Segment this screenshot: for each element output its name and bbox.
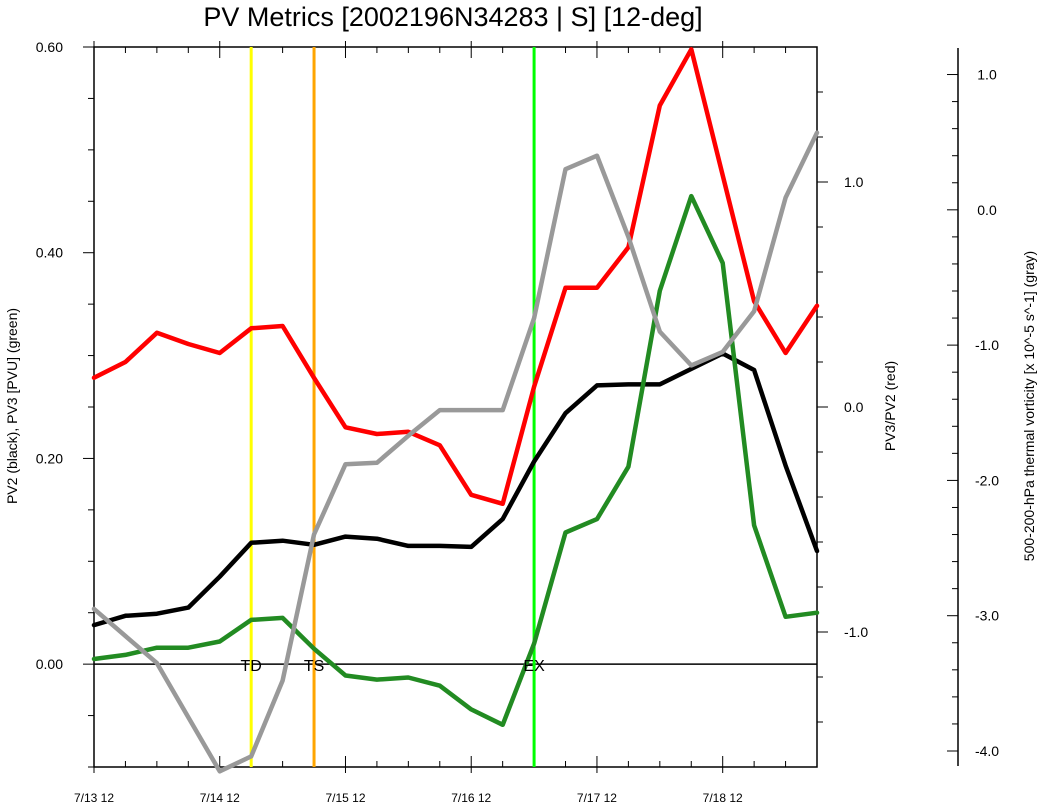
x-tick-label: 7/18 12	[703, 791, 743, 805]
pv3-pv2-ratio-line	[91, 47, 820, 507]
event-label-ex: EX	[523, 658, 545, 675]
left-tick-label: 0.00	[36, 656, 63, 672]
right1-tick-label: -1.0	[844, 624, 868, 640]
chart-title: PV Metrics [2002196N34283 | S] [12-deg]	[203, 2, 702, 32]
left-axis-label: PV2 (black), PV3 [PVU] (green)	[4, 308, 20, 504]
plot-area: 7/13 12 7/14 12 7/15 12 7/16 12 7/17 12 7/18 …	[36, 39, 1000, 805]
right2-tick-label: 0.0	[977, 202, 997, 218]
thermal-vorticity-line	[91, 130, 820, 774]
right2-tick-label: -3.0	[975, 608, 999, 624]
pv2-line	[91, 351, 820, 628]
x-tick-label: 7/16 12	[451, 791, 491, 805]
event-label-td: TD	[241, 658, 262, 675]
left-tick-label: 0.40	[36, 245, 63, 261]
right2-tick-label: 1.0	[977, 67, 997, 83]
x-tick-label: 7/14 12	[200, 791, 240, 805]
x-tick-label: 7/17 12	[577, 791, 617, 805]
x-tick-label: 7/13 12	[74, 791, 114, 805]
x-tick-label: 7/15 12	[325, 791, 365, 805]
left-tick-label: 0.60	[36, 39, 63, 55]
event-label-ts: TS	[304, 658, 324, 675]
right1-tick-label: 1.0	[844, 174, 864, 190]
right2-tick-label: -4.0	[975, 743, 999, 759]
plot-frame	[93, 46, 818, 768]
right2-tick-label: -2.0	[975, 472, 999, 488]
pv3-line	[91, 193, 820, 728]
right1-tick-label: 0.0	[844, 399, 864, 415]
right-axis-label-vorticity: 500-200-hPa thermal vorticity [x 10^-5 s…	[1021, 251, 1037, 561]
right2-tick-label: -1.0	[975, 337, 999, 353]
left-tick-label: 0.20	[36, 450, 63, 466]
right-axis-label-ratio: PV3/PV2 (red)	[882, 361, 898, 451]
